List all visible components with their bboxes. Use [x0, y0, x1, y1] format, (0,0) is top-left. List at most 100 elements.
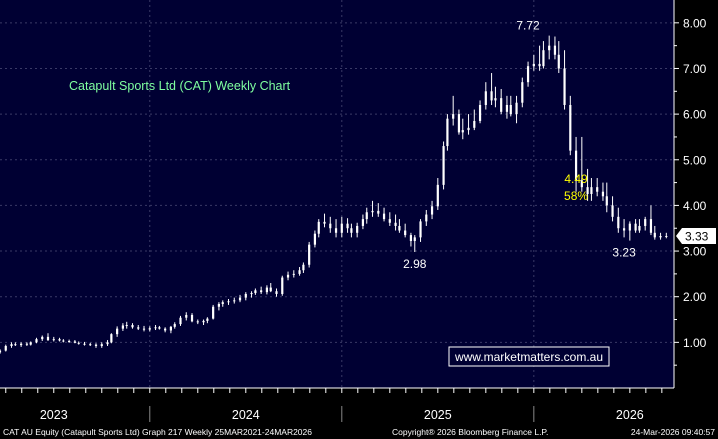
candle — [46, 333, 50, 341]
candle — [590, 178, 593, 201]
watermark-link[interactable]: www.marketmatters.com.au — [454, 350, 603, 364]
candle — [212, 304, 215, 320]
candle-body — [190, 314, 194, 322]
candle-body — [490, 91, 493, 101]
candle-body — [89, 344, 92, 346]
candle-body — [212, 306, 215, 319]
candle — [398, 219, 401, 233]
candle-body — [442, 146, 445, 185]
candle-body — [569, 104, 572, 151]
candle — [532, 54, 535, 71]
footer-bar — [0, 424, 718, 439]
candle — [158, 325, 161, 330]
candle-body — [292, 273, 295, 275]
candle-body — [452, 114, 455, 119]
candle-body — [298, 270, 301, 274]
candle — [350, 223, 353, 238]
x-axis-panel — [0, 388, 718, 424]
candle — [169, 325, 173, 334]
candle — [356, 222, 359, 238]
candle — [446, 114, 449, 151]
candle-body — [317, 221, 320, 234]
candle — [542, 41, 545, 69]
y-axis-ticks: 1.00 2.00 3.00 4.00 5.00 6.00 7.00 8.00 — [673, 0, 707, 388]
annotation-label: 3.23 — [612, 246, 636, 260]
candle-body — [46, 336, 50, 341]
y-axis-panel — [674, 0, 718, 424]
candle-body — [596, 187, 599, 192]
candle-body — [590, 187, 593, 194]
candle-body — [346, 223, 349, 229]
candle-body — [233, 300, 236, 302]
candle-body — [361, 219, 365, 226]
candle — [659, 232, 662, 240]
candle-body — [227, 301, 230, 303]
candle — [457, 109, 461, 135]
candle-body — [404, 230, 407, 236]
candle — [409, 232, 413, 247]
candle — [611, 196, 614, 222]
candle — [388, 212, 391, 226]
candle-body — [500, 98, 503, 112]
annotation-label: 58% — [564, 189, 588, 203]
candle-body — [457, 114, 461, 133]
last-price-label: 3.33 — [685, 229, 709, 243]
candle — [142, 325, 146, 332]
candle — [634, 219, 637, 233]
candle — [286, 271, 290, 281]
candle — [467, 114, 470, 135]
candle — [68, 339, 71, 343]
candle-body — [308, 244, 311, 265]
candle — [233, 297, 236, 304]
candle-body — [313, 233, 317, 245]
candle — [371, 200, 374, 217]
y-tick-label: 5.00 — [683, 153, 707, 167]
candle-body — [334, 228, 338, 233]
candle — [10, 342, 13, 348]
candle-body — [586, 187, 589, 194]
candle — [622, 219, 626, 238]
candle-body — [574, 150, 578, 181]
candle-body — [4, 346, 7, 351]
candle — [586, 168, 589, 201]
candle — [452, 95, 455, 126]
candle-body — [601, 191, 605, 197]
candle-body — [221, 302, 224, 305]
candle-body — [329, 223, 332, 229]
candle — [154, 325, 157, 331]
watermark[interactable]: www.marketmatters.com.au — [448, 346, 610, 367]
candle — [106, 340, 109, 347]
candle-body — [580, 180, 583, 188]
candle — [617, 207, 620, 233]
candle-body — [382, 213, 386, 220]
candle-body — [419, 221, 422, 238]
candle — [404, 223, 407, 238]
candle — [94, 343, 98, 348]
x-axis-ticks: 2023 2024 2025 2026 — [0, 387, 674, 422]
candle — [515, 95, 518, 124]
candle — [62, 339, 65, 343]
candle — [25, 342, 28, 347]
candle-body — [478, 104, 482, 121]
candle — [298, 267, 301, 276]
candle — [425, 209, 428, 226]
candle — [116, 326, 119, 337]
candle-body — [542, 50, 545, 67]
y-tick-label: 7.00 — [683, 62, 707, 76]
y-tick-label: 2.00 — [683, 290, 707, 304]
candle — [110, 333, 113, 344]
candle-body — [250, 293, 253, 295]
candle — [58, 337, 61, 342]
candle-body — [217, 304, 221, 307]
candle — [317, 219, 320, 238]
candle — [292, 270, 295, 278]
candle-body — [365, 212, 368, 220]
candle-body — [611, 205, 614, 217]
candle — [346, 218, 349, 233]
x-tick-label: 2023 — [40, 408, 68, 422]
candle — [442, 141, 445, 190]
candle-body — [244, 293, 247, 298]
y-tick-label: 3.00 — [683, 245, 707, 259]
